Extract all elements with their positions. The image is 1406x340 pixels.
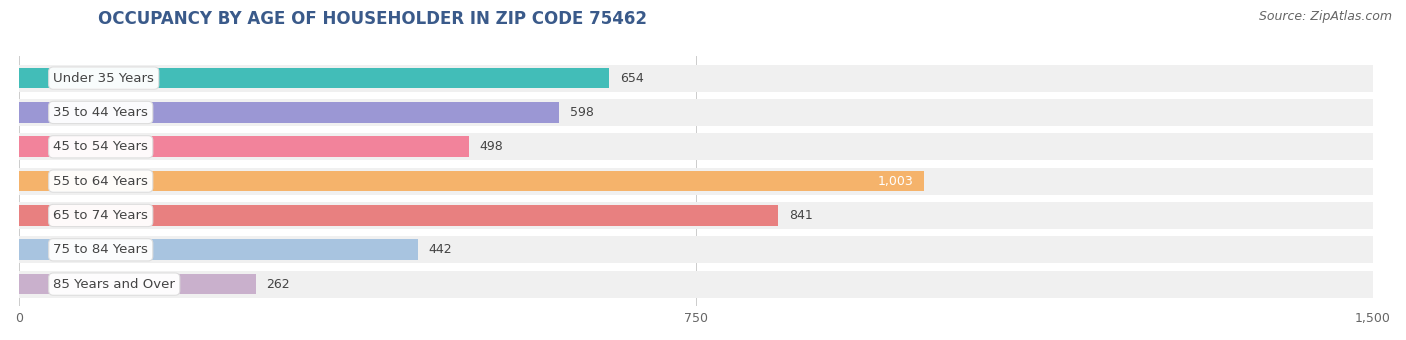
Text: 55 to 64 Years: 55 to 64 Years	[53, 175, 148, 188]
Bar	[20, 65, 1374, 91]
Bar	[20, 271, 1374, 298]
Bar	[20, 168, 1374, 194]
Text: Under 35 Years: Under 35 Years	[53, 72, 155, 85]
Bar	[20, 205, 778, 226]
Bar	[20, 202, 1374, 229]
Bar	[20, 239, 418, 260]
Text: 45 to 54 Years: 45 to 54 Years	[53, 140, 148, 153]
Bar	[20, 236, 1374, 263]
Text: 1,003: 1,003	[877, 175, 914, 188]
Bar	[20, 102, 558, 123]
Text: Source: ZipAtlas.com: Source: ZipAtlas.com	[1258, 10, 1392, 23]
Bar	[20, 136, 468, 157]
Bar	[20, 99, 1374, 126]
Text: 654: 654	[620, 72, 644, 85]
Bar	[20, 171, 924, 191]
Text: 498: 498	[479, 140, 503, 153]
Bar	[20, 133, 1374, 160]
Text: OCCUPANCY BY AGE OF HOUSEHOLDER IN ZIP CODE 75462: OCCUPANCY BY AGE OF HOUSEHOLDER IN ZIP C…	[98, 10, 647, 28]
Text: 75 to 84 Years: 75 to 84 Years	[53, 243, 148, 256]
Bar	[20, 274, 256, 294]
Text: 35 to 44 Years: 35 to 44 Years	[53, 106, 148, 119]
Bar	[20, 68, 609, 88]
Text: 262: 262	[266, 278, 290, 291]
Text: 841: 841	[789, 209, 813, 222]
Text: 442: 442	[429, 243, 453, 256]
Text: 65 to 74 Years: 65 to 74 Years	[53, 209, 148, 222]
Text: 85 Years and Over: 85 Years and Over	[53, 278, 176, 291]
Text: 598: 598	[569, 106, 593, 119]
